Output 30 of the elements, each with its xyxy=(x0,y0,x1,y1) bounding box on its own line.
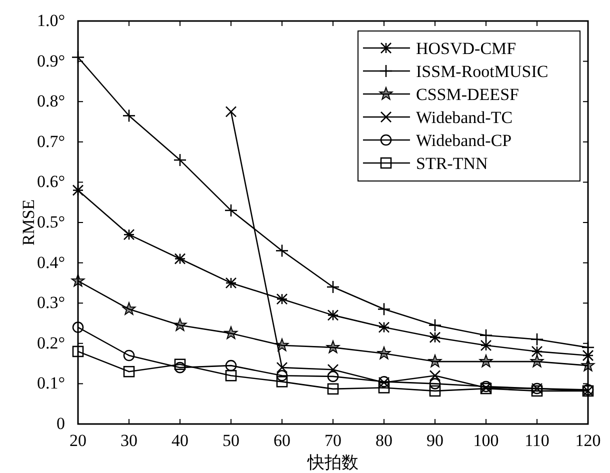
y-tick-label: 0.2° xyxy=(36,333,65,352)
x-tick-label: 30 xyxy=(120,431,138,450)
y-tick-label: 0.9° xyxy=(36,51,65,70)
x-tick-label: 70 xyxy=(324,431,342,450)
y-tick-label: 0.7° xyxy=(36,132,65,151)
x-tick-label: 90 xyxy=(426,431,444,450)
x-tick-label: 60 xyxy=(274,431,290,450)
legend-label: CSSM-DEESF xyxy=(416,85,519,104)
y-tick-label: 0.8° xyxy=(36,92,65,111)
y-tick-label: 0.6° xyxy=(36,172,65,192)
x-tick-label: 50 xyxy=(222,431,240,450)
y-tick-label: 0.3° xyxy=(36,293,65,312)
y-tick-label: 0.4° xyxy=(36,252,65,272)
y-tick-label: 0 xyxy=(56,414,65,433)
legend-label: Wideband-TC xyxy=(416,108,513,127)
y-tick-label: 1.0° xyxy=(36,11,65,30)
x-tick-label: 20 xyxy=(70,431,86,450)
y-tick-label: 0.1° xyxy=(36,374,65,393)
y-tick-label: 0.5° xyxy=(36,212,65,232)
x-axis-title: 快拍数 xyxy=(306,453,358,472)
x-tick-label: 100 xyxy=(473,431,499,450)
legend-label: STR-TNN xyxy=(416,154,488,173)
legend-label: ISSM-RootMUSIC xyxy=(416,62,548,81)
x-tick-label: 110 xyxy=(524,431,550,450)
y-axis-title: RMSE xyxy=(19,199,38,246)
x-tick-label: 40 xyxy=(172,431,188,450)
legend-label: Wideband-CP xyxy=(416,131,512,150)
x-tick-label: 80 xyxy=(376,431,392,450)
x-tick-label: 120 xyxy=(575,431,601,450)
legend-label: HOSVD-CMF xyxy=(416,39,516,58)
